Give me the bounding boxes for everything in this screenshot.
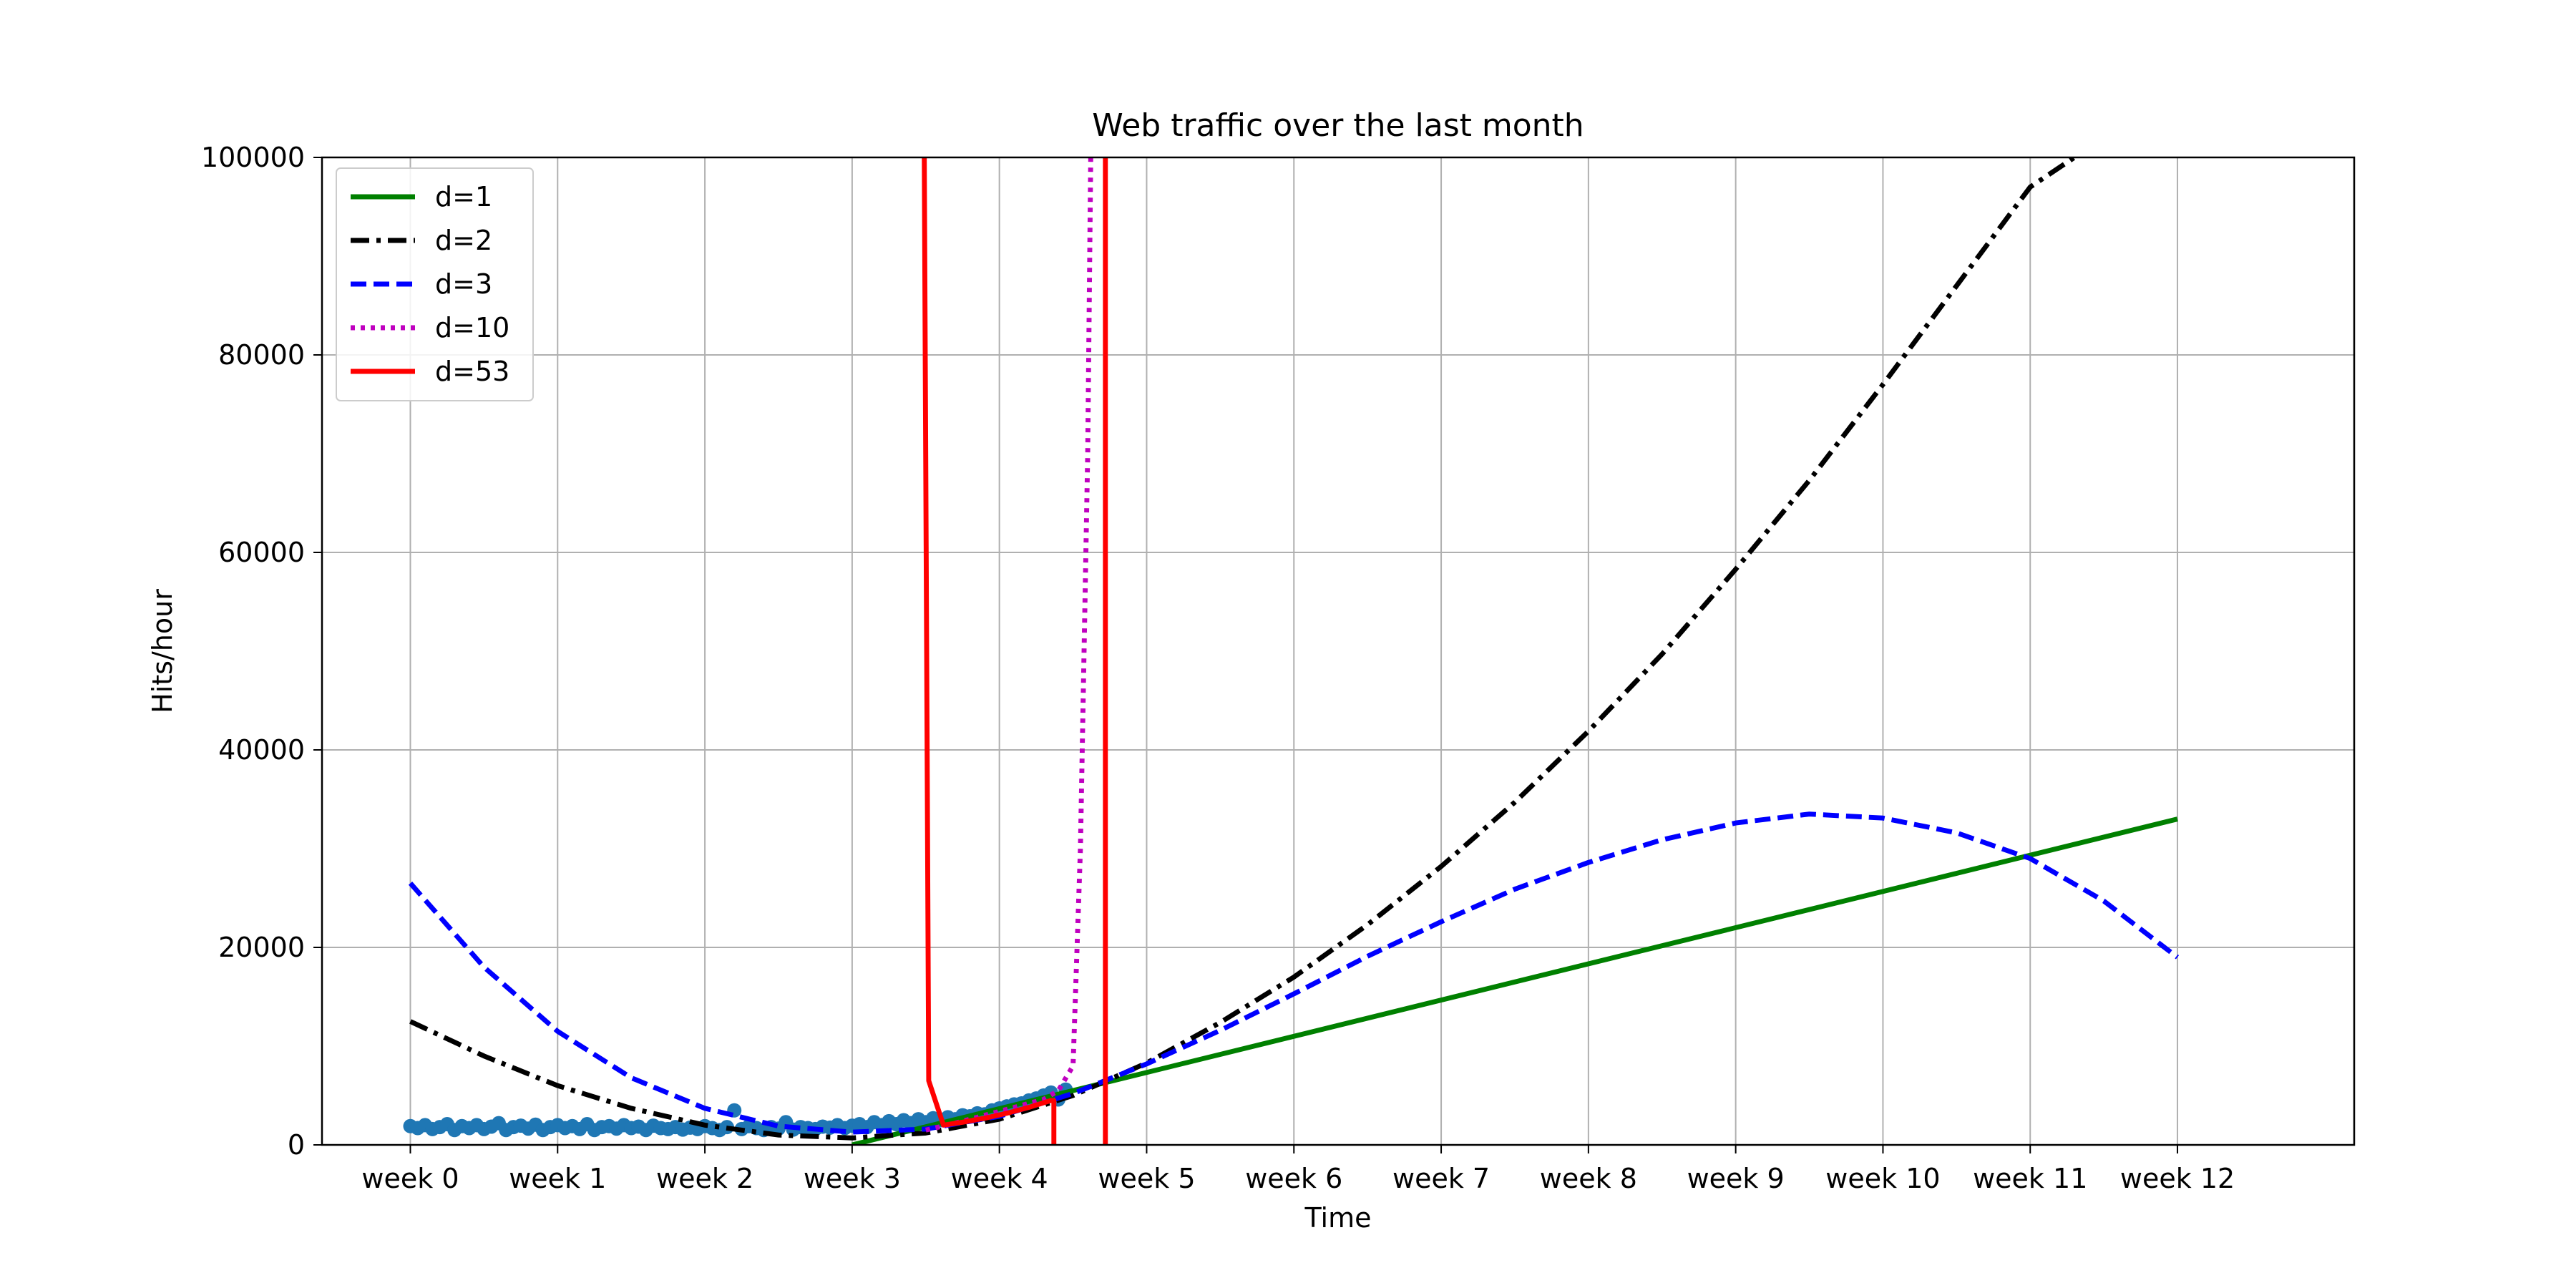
legend-label: d=1 — [435, 181, 492, 213]
x-tick-label: week 9 — [1687, 1163, 1785, 1194]
x-tick-label: week 11 — [1973, 1163, 2087, 1194]
series-line-d-10 — [925, 157, 1093, 1133]
x-tick-label: week 2 — [656, 1163, 753, 1194]
x-axis-label: Time — [1304, 1202, 1372, 1234]
series-line-d-1 — [852, 816, 2178, 1145]
y-tick-label: 60000 — [218, 537, 305, 568]
x-tick-label: week 1 — [509, 1163, 606, 1194]
series-line-d-2 — [409, 157, 2076, 1141]
x-tick-label: week 7 — [1392, 1163, 1490, 1194]
y-tick-label: 80000 — [218, 339, 305, 371]
legend-label: d=53 — [435, 356, 509, 387]
x-tick-label: week 5 — [1098, 1163, 1195, 1194]
legend-box — [336, 167, 534, 401]
plot-area — [403, 157, 2180, 1145]
y-axis-label: Hits/hour — [147, 589, 178, 713]
legend: d=1 d=2 d=3 d=10 d=53 — [336, 167, 534, 401]
series-line-d-53 — [922, 157, 1057, 1145]
y-tick-label: 100000 — [201, 142, 305, 173]
x-tick-label: week 3 — [804, 1163, 901, 1194]
y-tick-label: 0 — [288, 1129, 305, 1161]
plot-frame — [321, 156, 2356, 1146]
y-tick-label: 40000 — [218, 734, 305, 766]
x-tick-label: week 0 — [361, 1163, 459, 1194]
x-tick-label: week 6 — [1245, 1163, 1342, 1194]
legend-label: d=10 — [435, 312, 509, 343]
axis-ticks: week 0 week 1 week 2 week 3 week 4 week 5 week… — [201, 142, 2235, 1194]
legend-label: d=3 — [435, 268, 492, 300]
series-line-d-3 — [408, 811, 2180, 1135]
x-tick-label: week 8 — [1540, 1163, 1637, 1194]
x-tick-label: week 10 — [1825, 1163, 1940, 1194]
y-tick-label: 20000 — [218, 932, 305, 963]
x-tick-label: week 12 — [2120, 1163, 2235, 1194]
x-tick-label: week 4 — [951, 1163, 1048, 1194]
legend-label: d=2 — [435, 225, 492, 256]
chart-title: Web traffic over the last month — [1092, 107, 1584, 144]
